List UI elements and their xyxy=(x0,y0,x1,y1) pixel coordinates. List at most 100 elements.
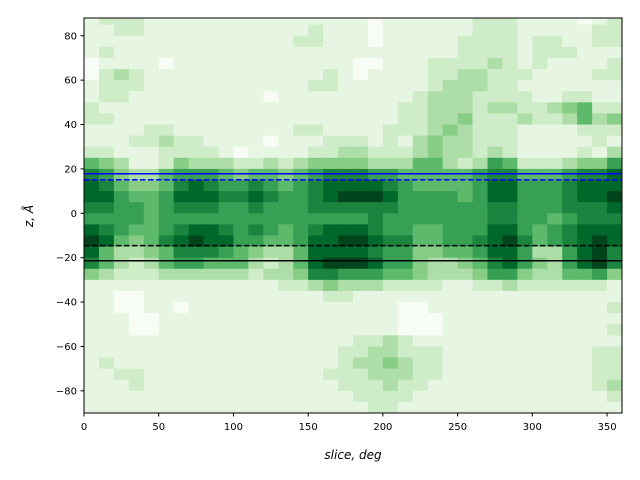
heatmap-cell xyxy=(323,379,339,392)
heatmap-cell xyxy=(577,213,593,225)
heatmap-cell xyxy=(84,346,100,359)
heatmap-cell xyxy=(218,335,234,347)
heatmap-cell xyxy=(412,124,429,137)
heatmap-cell xyxy=(143,257,160,270)
heatmap-cell xyxy=(338,401,354,413)
heatmap-cell xyxy=(412,57,429,70)
heatmap-cell xyxy=(98,146,115,159)
heatmap-cell xyxy=(338,135,354,148)
heatmap-cell xyxy=(427,235,444,248)
heatmap-cell xyxy=(457,191,474,203)
heatmap-cell xyxy=(278,168,294,181)
heatmap-cell xyxy=(562,46,578,59)
heatmap-cell xyxy=(173,135,190,148)
heatmap-cell xyxy=(278,213,294,225)
heatmap-cell xyxy=(577,57,593,70)
heatmap-cell xyxy=(188,346,205,359)
heatmap-cell xyxy=(412,357,429,370)
heatmap-cell xyxy=(143,168,160,181)
heatmap-cell xyxy=(98,390,115,403)
heatmap-cell xyxy=(382,268,399,281)
heatmap-cell xyxy=(382,213,399,225)
heatmap-cell xyxy=(382,102,399,114)
heatmap-cell xyxy=(367,224,384,236)
heatmap-cell xyxy=(592,257,608,270)
heatmap-cell xyxy=(457,235,474,248)
heatmap-cell xyxy=(188,224,205,236)
heatmap-cell xyxy=(382,135,399,148)
heatmap-cell xyxy=(502,46,518,59)
heatmap-cell xyxy=(472,268,488,281)
heatmap-cell xyxy=(427,335,444,347)
heatmap-cell xyxy=(562,346,578,359)
heatmap-cell xyxy=(487,24,503,37)
heatmap-cell xyxy=(592,91,608,103)
heatmap-cell xyxy=(233,113,249,126)
heatmap-cell xyxy=(547,35,563,48)
heatmap-cell xyxy=(173,179,190,192)
heatmap-cell xyxy=(517,191,533,203)
heatmap-cell xyxy=(577,69,593,81)
heatmap-cell xyxy=(532,357,548,370)
heatmap-cell xyxy=(427,46,444,59)
y-tick-label: −40 xyxy=(56,298,77,309)
heatmap-cell xyxy=(143,268,160,281)
heatmap-cell xyxy=(278,57,294,70)
heatmap-cell xyxy=(128,124,145,137)
heatmap-cell xyxy=(158,290,175,303)
heatmap-cell xyxy=(293,235,309,248)
heatmap-cell xyxy=(278,191,294,203)
heatmap-cell xyxy=(532,279,548,292)
heatmap-cell xyxy=(323,124,339,137)
heatmap-cell xyxy=(547,80,563,92)
heatmap-cell xyxy=(502,224,518,236)
heatmap-cell xyxy=(218,18,234,26)
heatmap-cell xyxy=(248,157,264,170)
heatmap-cell xyxy=(532,91,548,103)
heatmap-cell xyxy=(248,91,264,103)
heatmap-cell xyxy=(188,379,205,392)
heatmap-cell xyxy=(382,18,399,26)
heatmap-cell xyxy=(487,246,503,259)
heatmap-cell xyxy=(233,35,249,48)
heatmap-cell xyxy=(442,202,459,214)
heatmap-cell xyxy=(308,224,324,236)
heatmap-cell xyxy=(98,69,115,81)
heatmap-cell xyxy=(607,346,622,359)
heatmap-cell xyxy=(203,357,219,370)
heatmap-cell xyxy=(263,191,279,203)
heatmap-cell xyxy=(188,246,205,259)
heatmap-cell xyxy=(487,135,503,148)
heatmap-cell xyxy=(143,335,160,347)
heatmap-cell xyxy=(113,224,130,236)
heatmap-cell xyxy=(218,279,234,292)
heatmap-cell xyxy=(457,224,474,236)
heatmap-cell xyxy=(547,191,563,203)
heatmap-cell xyxy=(353,213,369,225)
heatmap-cell xyxy=(577,18,593,26)
heatmap-cell xyxy=(338,113,354,126)
heatmap-cell xyxy=(143,279,160,292)
heatmap-cell xyxy=(457,91,474,103)
heatmap-cell xyxy=(233,124,249,137)
heatmap-cell xyxy=(607,302,622,314)
heatmap-cell xyxy=(113,313,130,325)
heatmap-cell xyxy=(547,357,563,370)
heatmap-cell xyxy=(472,335,488,347)
heatmap-cell xyxy=(562,168,578,181)
heatmap-cell xyxy=(487,357,503,370)
heatmap-cell xyxy=(338,80,354,92)
heatmap-cell xyxy=(98,257,115,270)
heatmap-cell xyxy=(203,279,219,292)
heatmap-cell xyxy=(487,390,503,403)
y-tick-label: −80 xyxy=(56,386,77,397)
heatmap-cell xyxy=(173,246,190,259)
heatmap-cell xyxy=(592,80,608,92)
heatmap-cell xyxy=(517,102,533,114)
heatmap-cell xyxy=(278,401,294,413)
heatmap-cell xyxy=(263,35,279,48)
heatmap-cell xyxy=(323,279,339,292)
heatmap-cell xyxy=(308,146,324,159)
heatmap-cell xyxy=(293,368,309,381)
heatmap-cell xyxy=(472,80,488,92)
